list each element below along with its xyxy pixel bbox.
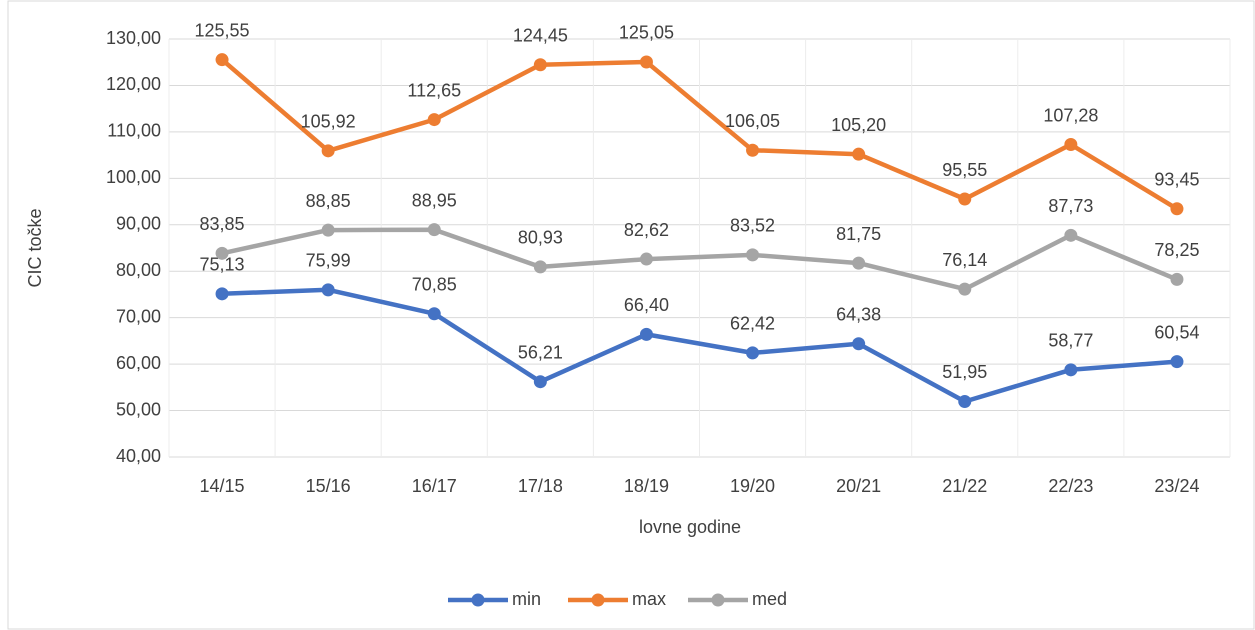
y-tick-label: 130,00: [106, 28, 161, 48]
data-point: [958, 282, 972, 296]
y-tick-label: 50,00: [116, 399, 161, 419]
legend-label: med: [752, 589, 787, 609]
data-label: 51,95: [942, 362, 987, 382]
series-line: [222, 287, 1178, 404]
data-label: 106,05: [725, 111, 780, 131]
x-tick-label: 17/18: [518, 476, 563, 496]
data-point: [746, 346, 760, 360]
data-label: 125,55: [195, 20, 250, 40]
data-point: [1064, 228, 1078, 242]
data-point: [427, 223, 441, 237]
data-label: 76,14: [942, 250, 987, 270]
data-point: [958, 394, 972, 408]
data-point: [321, 144, 335, 158]
data-point: [958, 192, 972, 206]
data-point: [852, 337, 866, 351]
data-label: 66,40: [624, 295, 669, 315]
data-point: [321, 223, 335, 237]
data-label: 80,93: [518, 228, 563, 248]
data-point: [1170, 202, 1184, 216]
data-point: [533, 58, 547, 72]
legend-marker: [471, 593, 485, 607]
data-point: [427, 307, 441, 321]
series-line: [220, 57, 1179, 211]
y-tick-label: 40,00: [116, 446, 161, 466]
x-tick-label: 16/17: [412, 476, 457, 496]
data-label: 88,85: [306, 191, 351, 211]
legend-label: min: [512, 589, 541, 609]
data-label: 60,54: [1154, 322, 1199, 342]
y-tick-label: 90,00: [116, 214, 161, 234]
data-label: 75,13: [200, 255, 245, 275]
data-label: 93,45: [1154, 170, 1199, 190]
data-label: 105,92: [301, 112, 356, 132]
data-point: [215, 53, 229, 67]
x-tick-label: 23/24: [1154, 476, 1199, 496]
data-label: 78,25: [1154, 240, 1199, 260]
x-tick-label: 21/22: [942, 476, 987, 496]
y-tick-label: 70,00: [116, 306, 161, 326]
data-point: [639, 252, 653, 266]
data-label: 83,85: [200, 214, 245, 234]
data-label: 95,55: [942, 160, 987, 180]
data-label: 124,45: [513, 26, 568, 46]
data-label: 105,20: [831, 115, 886, 135]
legend-marker: [591, 593, 605, 607]
y-tick-label: 80,00: [116, 260, 161, 280]
legend-marker: [711, 593, 725, 607]
chart-frame: [7, 0, 1255, 630]
x-tick-label: 18/19: [624, 476, 669, 496]
data-point: [746, 248, 760, 262]
x-axis-title: lovne godine: [639, 517, 741, 537]
data-point: [639, 327, 653, 341]
data-point: [746, 143, 760, 157]
data-point: [639, 55, 653, 69]
data-label: 70,85: [412, 274, 457, 294]
y-tick-label: 100,00: [106, 167, 161, 187]
data-label: 87,73: [1048, 196, 1093, 216]
data-point: [852, 147, 866, 161]
data-point: [1170, 272, 1184, 286]
data-point: [533, 260, 547, 274]
data-label: 56,21: [518, 342, 563, 362]
data-point: [427, 113, 441, 127]
x-tick-label: 22/23: [1048, 476, 1093, 496]
data-label: 88,95: [412, 190, 457, 210]
data-point: [1064, 138, 1078, 152]
data-point: [321, 283, 335, 297]
x-tick-label: 14/15: [200, 476, 245, 496]
data-label: 75,99: [306, 251, 351, 271]
x-tick-label: 15/16: [306, 476, 351, 496]
data-label: 82,62: [624, 220, 669, 240]
data-label: 83,52: [730, 216, 775, 236]
data-label: 64,38: [836, 305, 881, 325]
data-label: 107,28: [1043, 105, 1098, 125]
data-label: 125,05: [619, 23, 674, 43]
data-point: [215, 246, 229, 260]
y-tick-label: 120,00: [106, 74, 161, 94]
data-label: 81,75: [836, 224, 881, 244]
series-line: [221, 227, 1178, 292]
x-tick-label: 20/21: [836, 476, 881, 496]
data-label: 58,77: [1048, 331, 1093, 351]
data-point: [1064, 363, 1078, 377]
data-label: 62,42: [730, 314, 775, 334]
y-tick-label: 110,00: [107, 121, 161, 141]
y-tick-label: 60,00: [116, 353, 161, 373]
data-point: [533, 375, 547, 389]
legend-label: max: [632, 589, 666, 609]
data-point: [215, 287, 229, 301]
data-point: [1170, 355, 1184, 369]
y-axis-title: CIC točke: [25, 208, 45, 287]
data-label: 112,65: [407, 80, 461, 100]
data-point: [852, 256, 866, 270]
x-tick-label: 19/20: [730, 476, 775, 496]
